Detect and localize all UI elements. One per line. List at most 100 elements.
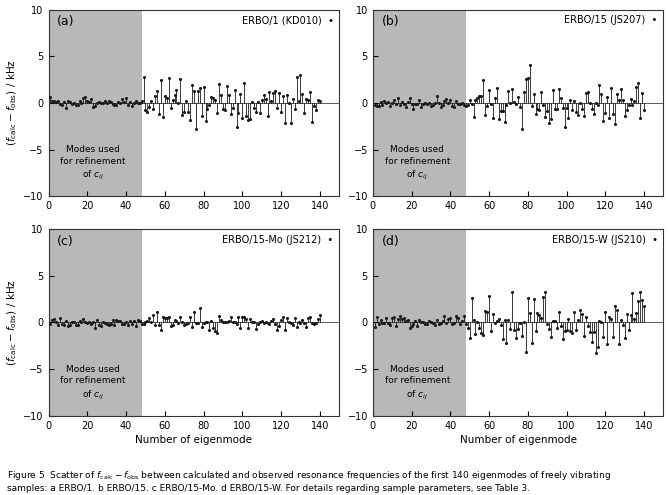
Point bbox=[639, 106, 650, 114]
Point bbox=[262, 319, 273, 327]
Point bbox=[573, 111, 583, 119]
Point bbox=[262, 112, 273, 120]
Point bbox=[488, 114, 498, 122]
Point bbox=[120, 318, 131, 326]
Point bbox=[146, 318, 157, 326]
Point bbox=[72, 321, 83, 329]
Point bbox=[68, 318, 79, 326]
Point bbox=[107, 316, 118, 324]
Point bbox=[310, 319, 321, 327]
Point bbox=[588, 328, 599, 336]
Point bbox=[561, 103, 572, 111]
Point bbox=[375, 316, 386, 324]
Point bbox=[305, 89, 316, 97]
Point bbox=[64, 321, 75, 329]
Point bbox=[286, 319, 296, 327]
Point bbox=[416, 102, 427, 110]
Point bbox=[258, 319, 269, 327]
Point bbox=[295, 319, 306, 327]
Point bbox=[544, 325, 555, 333]
Bar bbox=[466, 229, 669, 416]
Point bbox=[590, 99, 601, 106]
Point bbox=[55, 314, 66, 322]
Point bbox=[146, 97, 157, 105]
Point bbox=[103, 98, 114, 105]
Point bbox=[514, 103, 525, 111]
Point bbox=[208, 94, 219, 102]
Point bbox=[284, 99, 294, 106]
Point bbox=[480, 111, 490, 119]
Point bbox=[480, 307, 490, 315]
Point bbox=[138, 320, 149, 328]
Point bbox=[529, 90, 539, 98]
Point bbox=[210, 327, 221, 335]
Point bbox=[377, 319, 388, 327]
Point bbox=[231, 320, 242, 328]
Point bbox=[113, 317, 124, 325]
Point bbox=[598, 117, 609, 125]
Point bbox=[297, 90, 308, 98]
Point bbox=[280, 326, 290, 334]
X-axis label: Number of eigenmode: Number of eigenmode bbox=[460, 435, 577, 445]
Point bbox=[286, 119, 296, 127]
Point bbox=[295, 71, 306, 79]
Point bbox=[288, 95, 298, 103]
Point bbox=[635, 114, 646, 122]
Text: Modes used
for refinement
of $c_{ij}$: Modes used for refinement of $c_{ij}$ bbox=[60, 145, 126, 182]
Point bbox=[577, 310, 587, 318]
Point bbox=[167, 321, 178, 329]
Point bbox=[538, 293, 549, 300]
Point bbox=[202, 105, 213, 113]
Point bbox=[418, 318, 429, 326]
Point bbox=[243, 324, 254, 332]
Point bbox=[210, 97, 221, 104]
Point bbox=[103, 321, 114, 329]
Point bbox=[511, 99, 522, 107]
Point bbox=[72, 101, 83, 109]
Point bbox=[617, 321, 628, 329]
Point bbox=[458, 312, 469, 320]
Point bbox=[312, 315, 323, 323]
Point bbox=[594, 317, 605, 325]
Point bbox=[134, 317, 145, 325]
Point bbox=[181, 320, 191, 328]
Point bbox=[49, 315, 60, 323]
Point bbox=[532, 105, 543, 113]
Point bbox=[66, 100, 77, 108]
Point bbox=[136, 98, 147, 105]
Point bbox=[175, 75, 186, 83]
Point bbox=[136, 320, 147, 328]
Point bbox=[524, 309, 535, 317]
Point bbox=[497, 106, 508, 114]
Point bbox=[507, 86, 518, 94]
Point bbox=[425, 318, 436, 326]
Point bbox=[144, 314, 155, 322]
Point bbox=[474, 92, 485, 100]
Point bbox=[571, 108, 581, 116]
Point bbox=[247, 99, 258, 106]
Point bbox=[161, 95, 172, 102]
Point bbox=[61, 103, 72, 111]
Point bbox=[594, 81, 605, 89]
Text: (a): (a) bbox=[58, 15, 75, 28]
Text: (c): (c) bbox=[58, 235, 74, 248]
Point bbox=[449, 103, 460, 111]
Point bbox=[495, 107, 506, 115]
Point bbox=[544, 119, 555, 127]
Point bbox=[312, 96, 323, 104]
Point bbox=[579, 332, 589, 340]
Point bbox=[53, 98, 64, 105]
Point bbox=[399, 314, 409, 322]
Point bbox=[387, 99, 397, 107]
Point bbox=[633, 80, 644, 88]
Point bbox=[266, 97, 277, 105]
Point bbox=[124, 99, 135, 106]
Point bbox=[126, 320, 137, 328]
Point bbox=[59, 321, 70, 329]
Point bbox=[163, 313, 174, 321]
Point bbox=[563, 114, 574, 122]
Point bbox=[229, 318, 240, 326]
Point bbox=[383, 99, 393, 106]
Point bbox=[493, 114, 504, 122]
Point bbox=[260, 318, 271, 326]
